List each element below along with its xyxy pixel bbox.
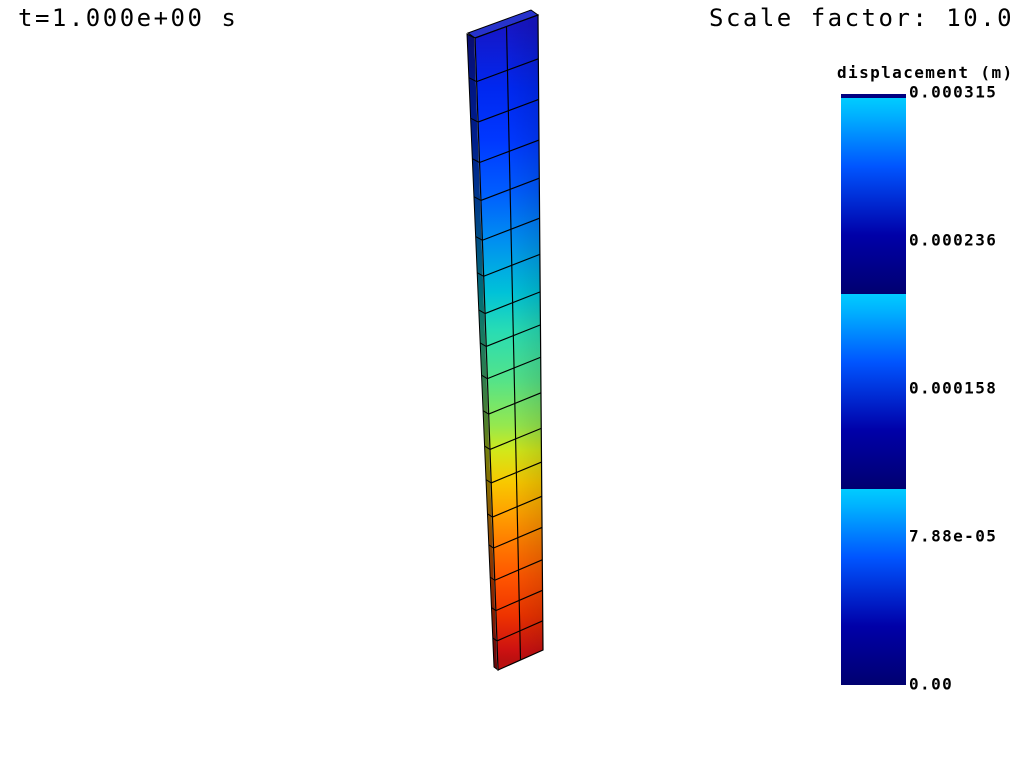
mesh-side-row-line [473,196,482,201]
time-annotation: t=1.000e+00 s [18,4,239,32]
mesh-side-row-line [482,410,489,415]
mesh-side-row-line [470,117,479,123]
mesh-side-row-line [481,374,488,380]
mesh-side-row-line [476,272,484,277]
legend-tick-label: 0.000158 [909,378,998,398]
legend-tick-label: 0.00 [909,674,954,694]
mesh-side-row-line [489,576,496,581]
beam-shading-overlay [506,15,543,660]
colorbar-band [841,98,906,294]
mesh-side-row-line [491,607,497,612]
mesh-side-row-line [468,77,477,83]
mesh-side-row-line [492,637,498,642]
mesh-side-row-line [479,342,487,347]
scale-factor-annotation: Scale factor: 10.0 [709,4,1015,32]
mesh-side-row-line [478,309,486,314]
mesh-side-row-line [487,513,493,518]
mesh-column-line [505,26,522,661]
colorbar-band [841,293,906,490]
beam-outline [474,14,544,671]
colorbar-band [841,489,906,686]
colorbar [841,94,906,686]
legend-tick-label: 0.000315 [909,82,998,102]
legend-tick-label: 7.88e-05 [909,526,998,546]
mesh-side-row-line [484,445,491,450]
legend-tick-label: 0.000236 [909,230,998,250]
mesh-side-row-line [475,236,483,241]
legend-title: displacement (m) [837,63,1014,82]
mesh-side-row-line [472,158,480,163]
mesh-side-row-line [488,544,494,549]
colorbar-top-line [841,94,906,98]
mesh-side-row-line [485,479,492,484]
